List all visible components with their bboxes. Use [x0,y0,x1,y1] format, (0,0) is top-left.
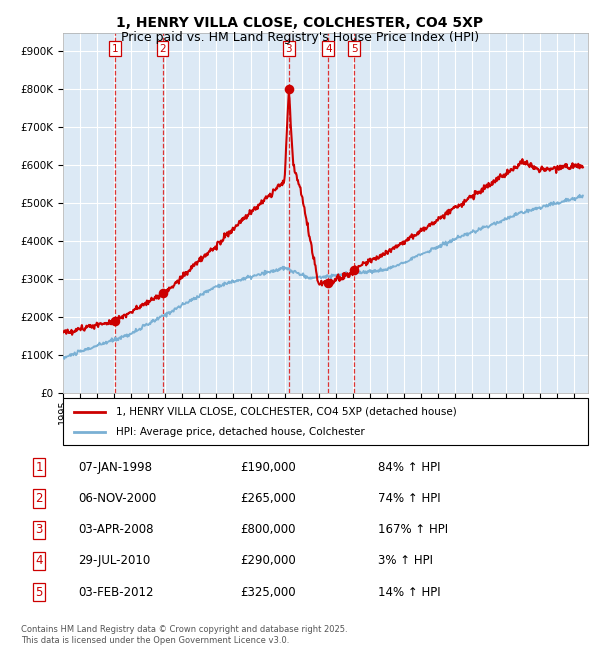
Text: 06-NOV-2000: 06-NOV-2000 [78,492,156,505]
Point [323,278,333,289]
Text: 84% ↑ HPI: 84% ↑ HPI [378,461,440,474]
Text: £190,000: £190,000 [240,461,296,474]
Text: Contains HM Land Registry data © Crown copyright and database right 2025.
This d: Contains HM Land Registry data © Crown c… [21,625,347,645]
Point [284,84,293,95]
Text: £290,000: £290,000 [240,554,296,567]
Text: 4: 4 [35,554,43,567]
Text: £325,000: £325,000 [240,586,296,599]
Text: 167% ↑ HPI: 167% ↑ HPI [378,523,448,536]
Text: 1: 1 [35,461,43,474]
Text: 74% ↑ HPI: 74% ↑ HPI [378,492,440,505]
Text: 3: 3 [35,523,43,536]
Text: 2: 2 [35,492,43,505]
Text: 5: 5 [351,44,358,54]
Text: 3% ↑ HPI: 3% ↑ HPI [378,554,433,567]
Text: HPI: Average price, detached house, Colchester: HPI: Average price, detached house, Colc… [115,427,364,437]
Text: 03-APR-2008: 03-APR-2008 [78,523,154,536]
Text: 3: 3 [286,44,292,54]
Point [110,316,119,326]
Text: 03-FEB-2012: 03-FEB-2012 [78,586,154,599]
Text: 29-JUL-2010: 29-JUL-2010 [78,554,150,567]
Text: 1: 1 [112,44,118,54]
Text: 5: 5 [35,586,43,599]
Text: Price paid vs. HM Land Registry's House Price Index (HPI): Price paid vs. HM Land Registry's House … [121,31,479,44]
Text: 1, HENRY VILLA CLOSE, COLCHESTER, CO4 5XP (detached house): 1, HENRY VILLA CLOSE, COLCHESTER, CO4 5X… [115,406,456,417]
Text: £800,000: £800,000 [240,523,296,536]
Text: 1, HENRY VILLA CLOSE, COLCHESTER, CO4 5XP: 1, HENRY VILLA CLOSE, COLCHESTER, CO4 5X… [116,16,484,31]
Text: 14% ↑ HPI: 14% ↑ HPI [378,586,440,599]
Text: 07-JAN-1998: 07-JAN-1998 [78,461,152,474]
Point [158,287,167,298]
Text: 2: 2 [159,44,166,54]
Text: £265,000: £265,000 [240,492,296,505]
Point [350,265,359,275]
Text: 4: 4 [325,44,332,54]
